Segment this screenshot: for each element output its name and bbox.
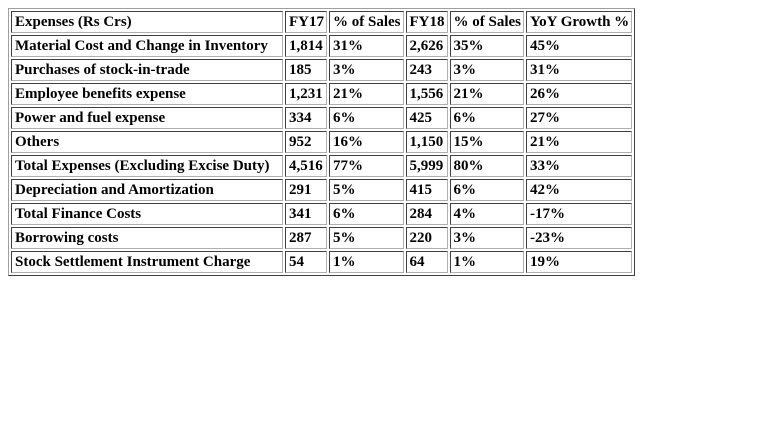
cell-fy18-pct: 80% bbox=[449, 155, 524, 177]
row-label: Total Expenses (Excluding Excise Duty) bbox=[11, 155, 283, 177]
cell-fy18-pct: 3% bbox=[449, 227, 524, 249]
cell-fy17-pct: 21% bbox=[329, 83, 404, 105]
cell-fy17: 1,814 bbox=[285, 35, 327, 57]
cell-fy18: 243 bbox=[405, 59, 448, 81]
table-row: Total Finance Costs 341 6% 284 4% -17% bbox=[11, 203, 633, 225]
cell-fy17-pct: 6% bbox=[329, 107, 404, 129]
table-row: Total Expenses (Excluding Excise Duty) 4… bbox=[11, 155, 633, 177]
row-label: Borrowing costs bbox=[11, 227, 283, 249]
row-label: Power and fuel expense bbox=[11, 107, 283, 129]
cell-yoy: 42% bbox=[526, 179, 633, 201]
cell-yoy: 21% bbox=[526, 131, 633, 153]
cell-yoy: 19% bbox=[526, 251, 633, 273]
cell-fy18: 220 bbox=[405, 227, 448, 249]
cell-fy17: 952 bbox=[285, 131, 327, 153]
cell-yoy: -17% bbox=[526, 203, 633, 225]
row-label: Total Finance Costs bbox=[11, 203, 283, 225]
cell-fy18-pct: 3% bbox=[449, 59, 524, 81]
cell-fy18: 2,626 bbox=[405, 35, 448, 57]
cell-fy17: 334 bbox=[285, 107, 327, 129]
cell-fy17-pct: 31% bbox=[329, 35, 404, 57]
cell-fy18: 425 bbox=[405, 107, 448, 129]
cell-fy17: 287 bbox=[285, 227, 327, 249]
cell-fy18: 1,150 bbox=[405, 131, 448, 153]
header-cell-fy17-pct-of-sales: % of Sales bbox=[329, 11, 404, 33]
cell-fy18: 415 bbox=[405, 179, 448, 201]
cell-fy17: 1,231 bbox=[285, 83, 327, 105]
cell-yoy: 45% bbox=[526, 35, 633, 57]
cell-yoy: 26% bbox=[526, 83, 633, 105]
table-row: Depreciation and Amortization 291 5% 415… bbox=[11, 179, 633, 201]
cell-fy18-pct: 6% bbox=[449, 107, 524, 129]
cell-fy17: 341 bbox=[285, 203, 327, 225]
row-label: Depreciation and Amortization bbox=[11, 179, 283, 201]
cell-yoy: 27% bbox=[526, 107, 633, 129]
expenses-table: Expenses (Rs Crs) FY17 % of Sales FY18 %… bbox=[8, 8, 636, 276]
cell-fy17-pct: 5% bbox=[329, 179, 404, 201]
cell-fy17-pct: 1% bbox=[329, 251, 404, 273]
header-cell-fy18-pct-of-sales: % of Sales bbox=[449, 11, 524, 33]
cell-yoy: -23% bbox=[526, 227, 633, 249]
cell-fy18: 64 bbox=[405, 251, 448, 273]
cell-fy18-pct: 1% bbox=[449, 251, 524, 273]
row-label: Employee benefits expense bbox=[11, 83, 283, 105]
cell-fy18-pct: 35% bbox=[449, 35, 524, 57]
cell-fy17-pct: 3% bbox=[329, 59, 404, 81]
cell-yoy: 31% bbox=[526, 59, 633, 81]
cell-fy18-pct: 21% bbox=[449, 83, 524, 105]
cell-fy17: 185 bbox=[285, 59, 327, 81]
cell-fy17: 291 bbox=[285, 179, 327, 201]
cell-fy17: 54 bbox=[285, 251, 327, 273]
cell-fy17-pct: 6% bbox=[329, 203, 404, 225]
table-row: Material Cost and Change in Inventory 1,… bbox=[11, 35, 633, 57]
table-row: Employee benefits expense 1,231 21% 1,55… bbox=[11, 83, 633, 105]
expenses-table-container: Expenses (Rs Crs) FY17 % of Sales FY18 %… bbox=[8, 8, 636, 276]
table-row: Borrowing costs 287 5% 220 3% -23% bbox=[11, 227, 633, 249]
row-label: Material Cost and Change in Inventory bbox=[11, 35, 283, 57]
cell-fy17: 4,516 bbox=[285, 155, 327, 177]
table-row: Others 952 16% 1,150 15% 21% bbox=[11, 131, 633, 153]
table-row: Purchases of stock-in-trade 185 3% 243 3… bbox=[11, 59, 633, 81]
row-label: Stock Settlement Instrument Charge bbox=[11, 251, 283, 273]
cell-fy18-pct: 15% bbox=[449, 131, 524, 153]
cell-fy18: 5,999 bbox=[405, 155, 448, 177]
cell-fy17-pct: 5% bbox=[329, 227, 404, 249]
cell-fy18-pct: 4% bbox=[449, 203, 524, 225]
table-row: Stock Settlement Instrument Charge 54 1%… bbox=[11, 251, 633, 273]
cell-yoy: 33% bbox=[526, 155, 633, 177]
cell-fy18-pct: 6% bbox=[449, 179, 524, 201]
cell-fy18: 284 bbox=[405, 203, 448, 225]
table-header-row: Expenses (Rs Crs) FY17 % of Sales FY18 %… bbox=[11, 11, 633, 33]
header-cell-fy18: FY18 bbox=[405, 11, 448, 33]
row-label: Others bbox=[11, 131, 283, 153]
header-cell-expenses: Expenses (Rs Crs) bbox=[11, 11, 283, 33]
row-label: Purchases of stock-in-trade bbox=[11, 59, 283, 81]
cell-fy17-pct: 16% bbox=[329, 131, 404, 153]
header-cell-fy17: FY17 bbox=[285, 11, 327, 33]
cell-fy18: 1,556 bbox=[405, 83, 448, 105]
table-row: Power and fuel expense 334 6% 425 6% 27% bbox=[11, 107, 633, 129]
header-cell-yoy-growth: YoY Growth % bbox=[526, 11, 633, 33]
cell-fy17-pct: 77% bbox=[329, 155, 404, 177]
